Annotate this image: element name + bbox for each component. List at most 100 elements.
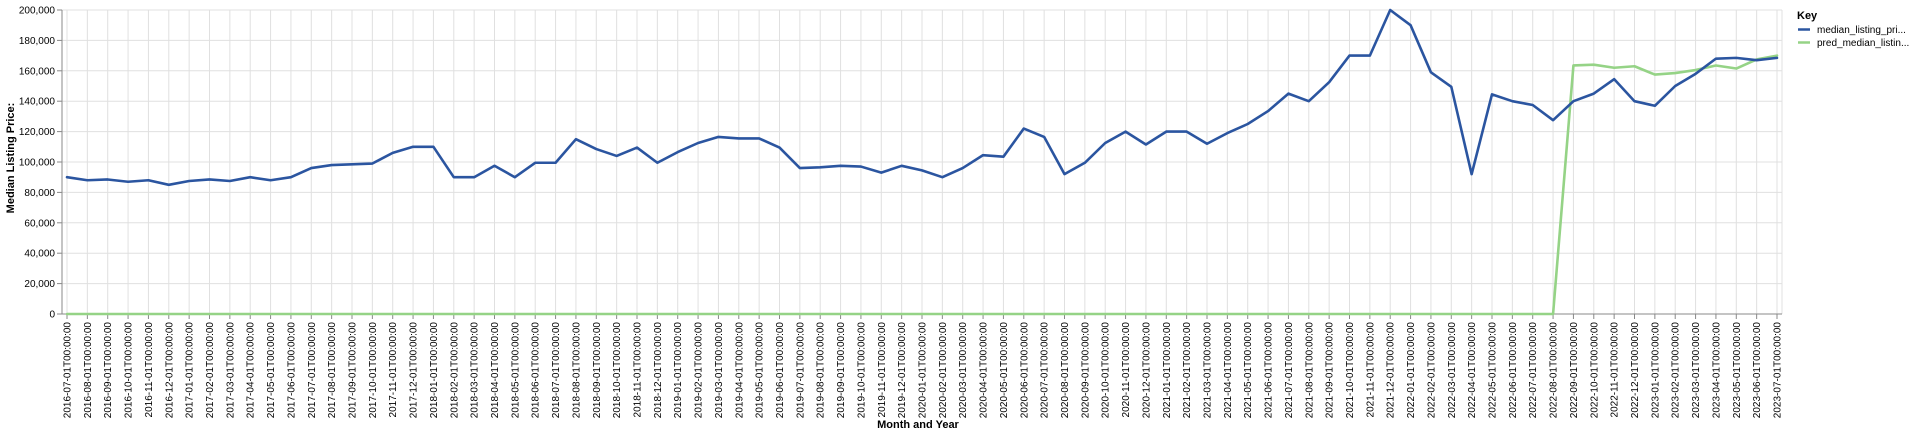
x-tick-label: 2022-05-01T00:00:00 bbox=[1488, 322, 1499, 419]
x-tick-label: 2018-05-01T00:00:00 bbox=[510, 322, 521, 419]
series-line-median-listing-price bbox=[65, 8, 1779, 187]
x-tick-label: 2021-06-01T00:00:00 bbox=[1264, 322, 1275, 419]
y-tick-label: 160,000 bbox=[19, 66, 56, 77]
x-tick-label: 2023-01-01T00:00:00 bbox=[1650, 322, 1661, 419]
x-tick-label: 2022-06-01T00:00:00 bbox=[1508, 322, 1519, 419]
x-tick-label: 2018-07-01T00:00:00 bbox=[551, 322, 562, 419]
x-tick-label: 2016-07-01T00:00:00 bbox=[63, 322, 74, 419]
x-tick-label: 2019-10-01T00:00:00 bbox=[856, 322, 867, 419]
x-tick-label: 2019-05-01T00:00:00 bbox=[755, 322, 766, 419]
x-tick-label: 2021-10-01T00:00:00 bbox=[1345, 322, 1356, 419]
x-tick-label: 2021-11-01T00:00:00 bbox=[1365, 322, 1376, 418]
x-tick-label: 2016-08-01T00:00:00 bbox=[83, 322, 94, 419]
x-tick-label: 2019-07-01T00:00:00 bbox=[795, 322, 806, 419]
x-tick-label: 2023-06-01T00:00:00 bbox=[1752, 322, 1763, 419]
y-tick-label: 120,000 bbox=[19, 127, 56, 138]
legend: Key median_listing_pri... pred_median_lis… bbox=[1797, 10, 1909, 49]
x-tick-label: 2022-01-01T00:00:00 bbox=[1406, 322, 1417, 419]
x-tick-label: 2018-10-01T00:00:00 bbox=[612, 322, 623, 419]
x-tick-label: 2018-02-01T00:00:00 bbox=[449, 322, 460, 419]
x-tick-label: 2022-09-01T00:00:00 bbox=[1569, 322, 1580, 419]
x-tick-label: 2016-12-01T00:00:00 bbox=[164, 322, 175, 419]
x-tick-label: 2021-02-01T00:00:00 bbox=[1182, 322, 1193, 419]
y-tick-label: 60,000 bbox=[24, 218, 55, 229]
x-tick-label: 2021-04-01T00:00:00 bbox=[1223, 322, 1234, 419]
y-tick-label: 180,000 bbox=[19, 36, 56, 47]
x-tick-label: 2021-01-01T00:00:00 bbox=[1162, 322, 1173, 419]
y-axis-title: Median Listing Price: bbox=[5, 103, 17, 214]
y-tick-label: 100,000 bbox=[19, 158, 56, 169]
y-tick-label: 140,000 bbox=[19, 97, 56, 108]
x-tick-label: 2017-05-01T00:00:00 bbox=[266, 322, 277, 419]
x-tick-label: 2022-12-01T00:00:00 bbox=[1630, 322, 1641, 419]
x-tick-label: 2023-04-01T00:00:00 bbox=[1711, 322, 1722, 419]
x-tick-label: 2018-04-01T00:00:00 bbox=[490, 322, 501, 419]
x-tick-label: 2023-03-01T00:00:00 bbox=[1691, 322, 1702, 419]
x-tick-label: 2021-12-01T00:00:00 bbox=[1386, 322, 1397, 419]
x-tick-label: 2020-05-01T00:00:00 bbox=[999, 322, 1010, 419]
x-tick-label: 2017-04-01T00:00:00 bbox=[246, 322, 257, 419]
x-tick-label: 2019-12-01T00:00:00 bbox=[897, 322, 908, 419]
x-tick-label: 2020-02-01T00:00:00 bbox=[938, 322, 949, 419]
x-tick-label: 2019-01-01T00:00:00 bbox=[673, 322, 684, 419]
x-tick-label: 2019-06-01T00:00:00 bbox=[775, 322, 786, 419]
x-tick-label: 2020-01-01T00:00:00 bbox=[918, 322, 929, 419]
x-tick-label: 2021-03-01T00:00:00 bbox=[1203, 322, 1214, 419]
x-tick-label: 2017-09-01T00:00:00 bbox=[348, 322, 359, 419]
x-tick-label: 2017-01-01T00:00:00 bbox=[185, 322, 196, 419]
x-axis: 2016-07-01T00:00:00 2016-08-01T00:00:00 20… bbox=[62, 313, 1784, 419]
x-tick-label: 2017-08-01T00:00:00 bbox=[327, 322, 338, 419]
x-tick-label: 2017-12-01T00:00:00 bbox=[409, 322, 420, 419]
x-tick-label: 2022-08-01T00:00:00 bbox=[1549, 322, 1560, 419]
series-line-pred-median-listing-price bbox=[65, 54, 1779, 316]
x-tick-label: 2019-11-01T00:00:00 bbox=[877, 322, 888, 418]
x-tick-label: 2017-03-01T00:00:00 bbox=[225, 322, 236, 419]
x-tick-label: 2018-08-01T00:00:00 bbox=[571, 322, 582, 419]
x-tick-label: 2020-12-01T00:00:00 bbox=[1141, 322, 1152, 419]
x-tick-label: 2019-03-01T00:00:00 bbox=[714, 322, 725, 419]
gridlines bbox=[62, 9, 1783, 315]
x-tick-label: 2020-08-01T00:00:00 bbox=[1060, 322, 1071, 419]
x-tick-label: 2020-09-01T00:00:00 bbox=[1080, 322, 1091, 419]
x-tick-label: 2018-01-01T00:00:00 bbox=[429, 322, 440, 419]
x-tick-label: 2022-02-01T00:00:00 bbox=[1426, 322, 1437, 419]
x-tick-label: 2022-03-01T00:00:00 bbox=[1447, 322, 1458, 419]
x-tick-label: 2016-11-01T00:00:00 bbox=[144, 322, 155, 418]
x-tick-label: 2022-11-01T00:00:00 bbox=[1610, 322, 1621, 418]
x-tick-label: 2021-09-01T00:00:00 bbox=[1325, 322, 1336, 419]
x-tick-label: 2016-10-01T00:00:00 bbox=[124, 322, 135, 419]
x-tick-label: 2017-11-01T00:00:00 bbox=[388, 322, 399, 418]
y-axis: 0 20,000 40,000 60,000 80,000 100,000 120,000 1… bbox=[19, 6, 63, 321]
x-tick-label: 2016-09-01T00:00:00 bbox=[103, 322, 114, 419]
x-tick-label: 2019-02-01T00:00:00 bbox=[694, 322, 705, 419]
x-tick-label: 2020-07-01T00:00:00 bbox=[1040, 322, 1051, 419]
x-tick-label: 2020-06-01T00:00:00 bbox=[1019, 322, 1030, 419]
x-tick-label: 2017-07-01T00:00:00 bbox=[307, 322, 318, 419]
x-tick-label: 2017-06-01T00:00:00 bbox=[286, 322, 297, 419]
x-tick-label: 2017-10-01T00:00:00 bbox=[368, 322, 379, 419]
series-lines bbox=[65, 8, 1779, 316]
x-tick-label: 2022-07-01T00:00:00 bbox=[1528, 322, 1539, 419]
x-tick-label: 2023-02-01T00:00:00 bbox=[1671, 322, 1682, 419]
y-tick-label: 40,000 bbox=[24, 249, 55, 260]
x-axis-title: Month and Year bbox=[877, 419, 959, 431]
x-tick-label: 2020-04-01T00:00:00 bbox=[979, 322, 990, 419]
x-tick-label: 2018-09-01T00:00:00 bbox=[592, 322, 603, 419]
x-tick-label: 2023-05-01T00:00:00 bbox=[1732, 322, 1743, 419]
x-tick-label: 2018-12-01T00:00:00 bbox=[653, 322, 664, 419]
y-tick-label: 0 bbox=[49, 310, 55, 321]
x-tick-label: 2021-08-01T00:00:00 bbox=[1304, 322, 1315, 419]
x-tick-label: 2022-10-01T00:00:00 bbox=[1589, 322, 1600, 419]
x-tick-label: 2020-11-01T00:00:00 bbox=[1121, 322, 1132, 418]
x-tick-label: 2020-10-01T00:00:00 bbox=[1101, 322, 1112, 419]
x-tick-label: 2023-07-01T00:00:00 bbox=[1773, 322, 1784, 419]
legend-label: median_listing_pri... bbox=[1817, 25, 1906, 36]
x-tick-label: 2019-09-01T00:00:00 bbox=[836, 322, 847, 419]
x-tick-label: 2018-06-01T00:00:00 bbox=[531, 322, 542, 419]
x-tick-label: 2018-03-01T00:00:00 bbox=[470, 322, 481, 419]
y-tick-label: 80,000 bbox=[24, 188, 55, 199]
x-tick-label: 2019-04-01T00:00:00 bbox=[734, 322, 745, 419]
y-tick-label: 200,000 bbox=[19, 6, 56, 17]
x-tick-label: 2021-07-01T00:00:00 bbox=[1284, 322, 1295, 419]
